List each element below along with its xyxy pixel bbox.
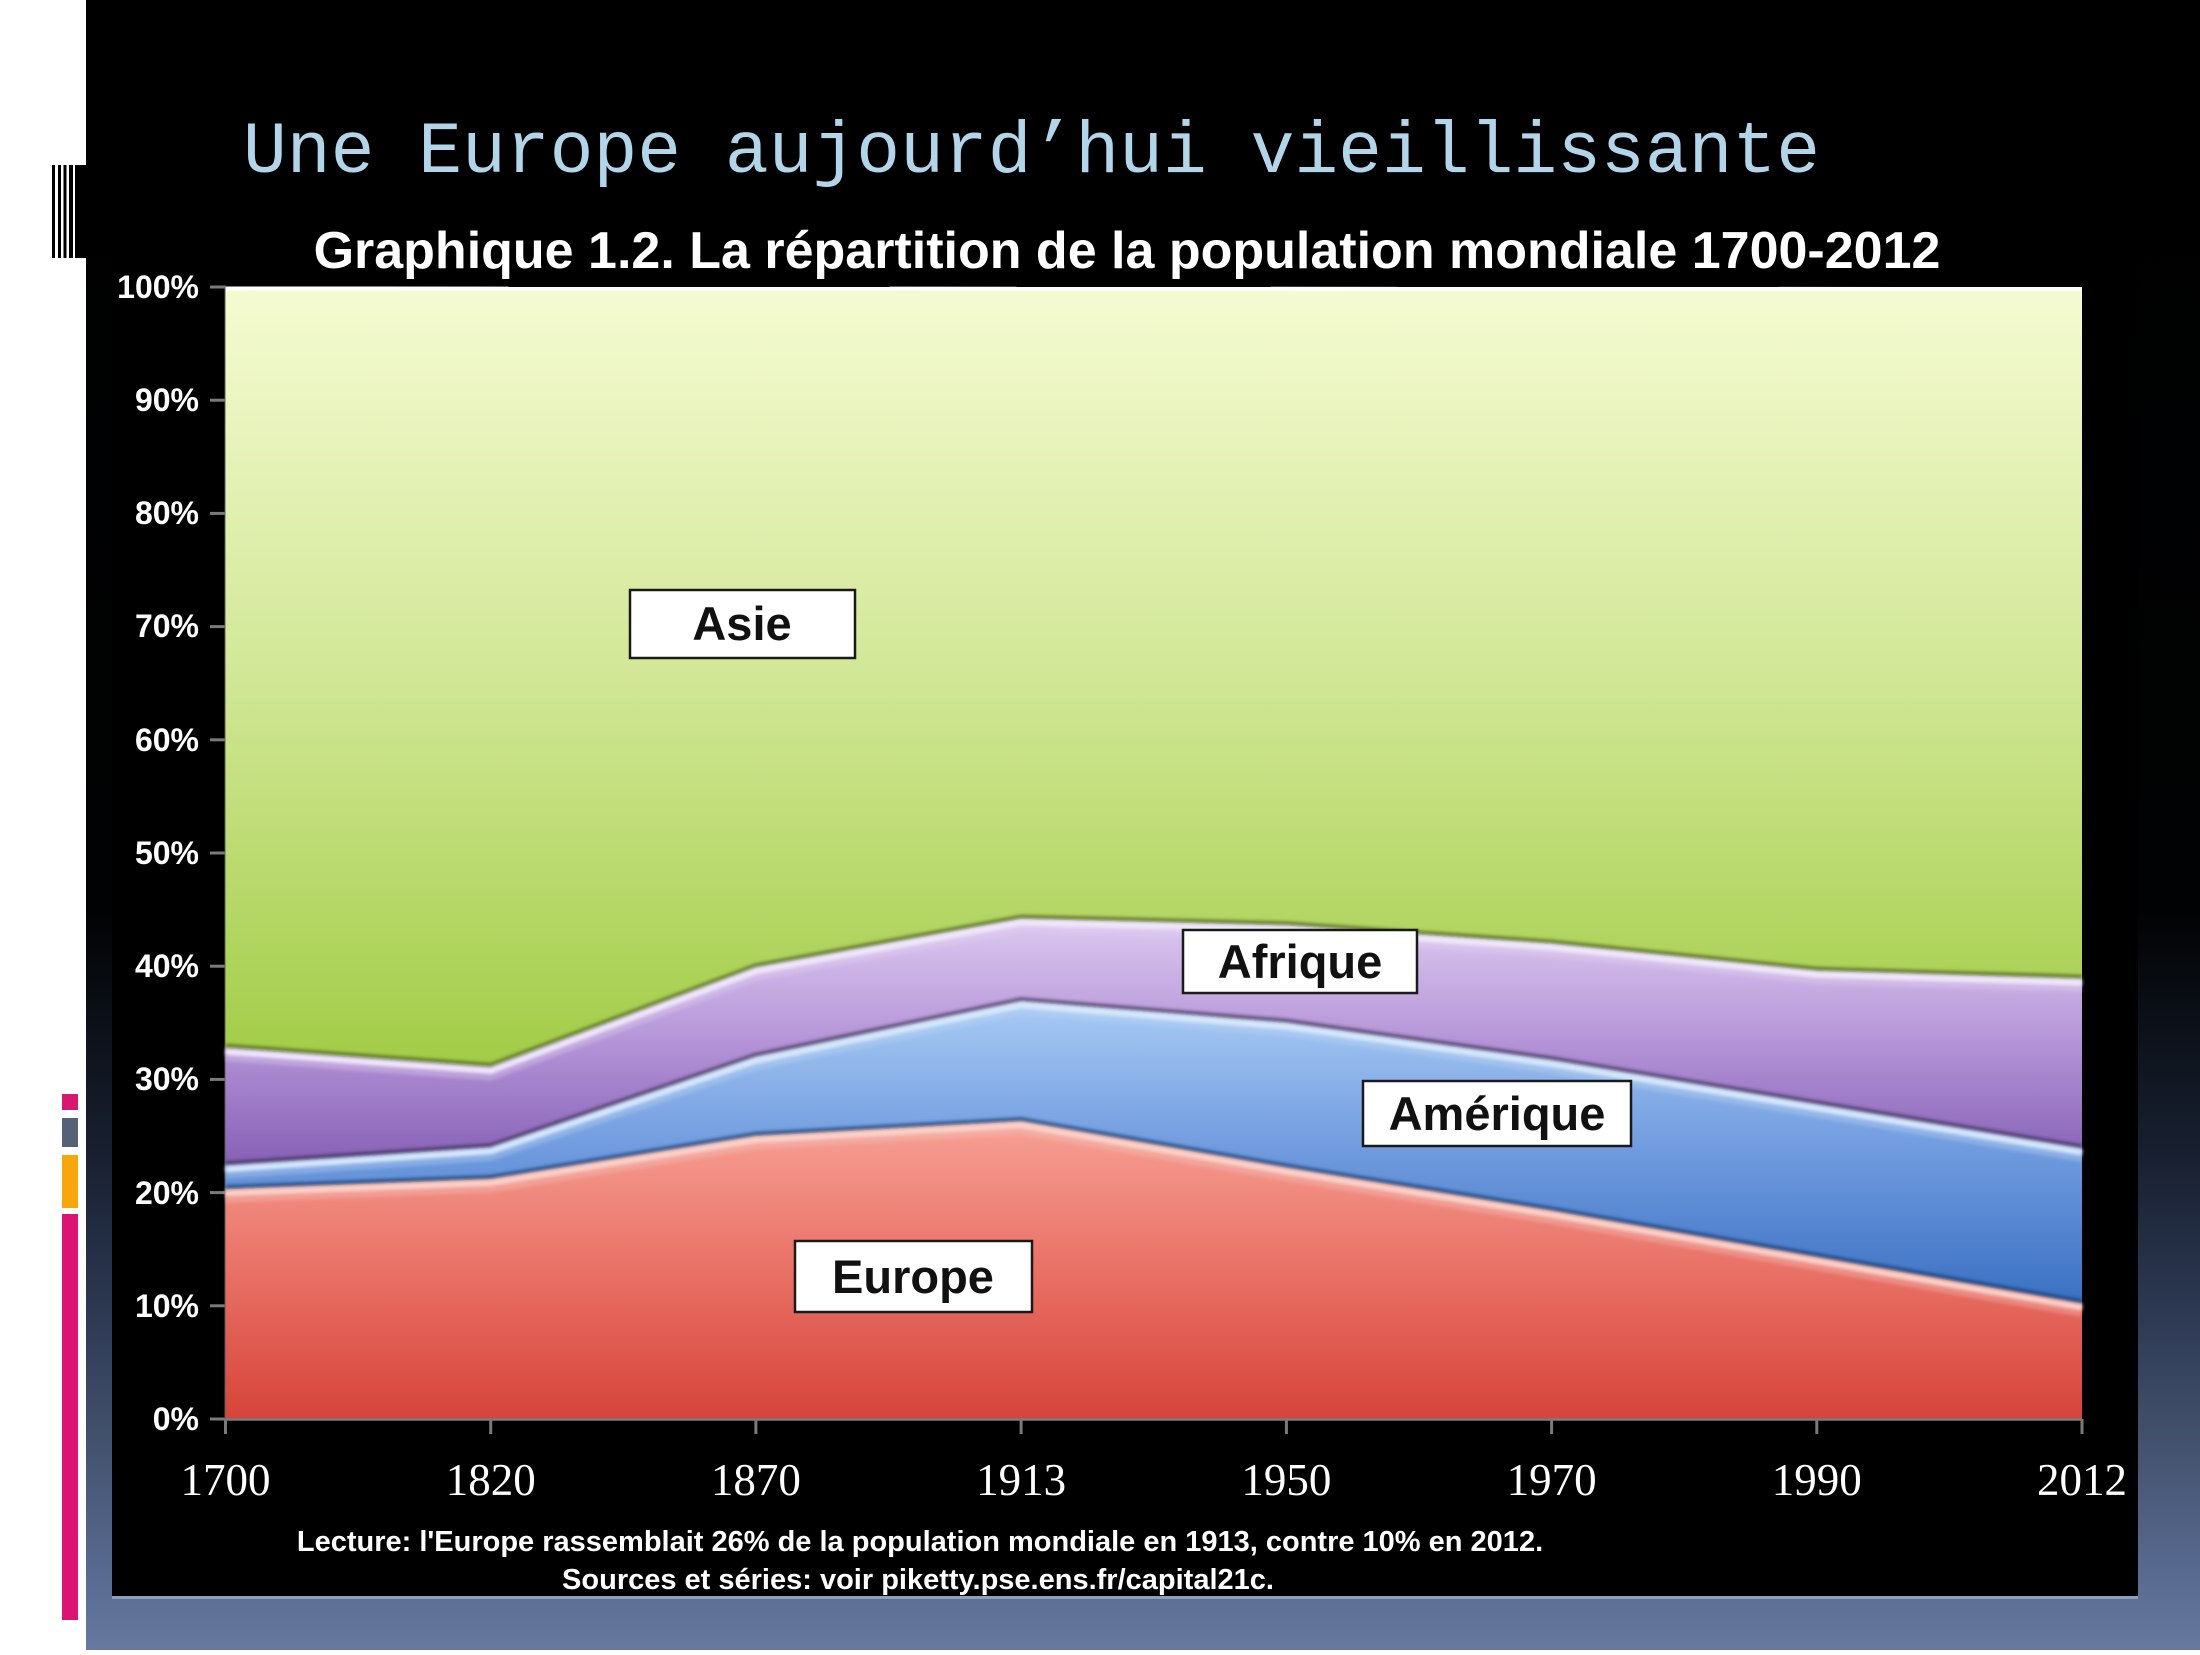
svg-text:Une Europe aujourd’hui vieilli: Une Europe aujourd’hui vieillissante: [243, 111, 1820, 194]
svg-text:1700: 1700: [181, 1455, 271, 1505]
svg-text:Graphique 1.2. La répartition: Graphique 1.2. La répartition de la popu…: [314, 222, 1941, 280]
svg-text:70%: 70%: [135, 608, 199, 644]
svg-text:1913: 1913: [976, 1455, 1066, 1505]
svg-text:1870: 1870: [711, 1455, 801, 1505]
svg-text:Afrique: Afrique: [1218, 935, 1383, 988]
svg-text:1970: 1970: [1507, 1455, 1597, 1505]
svg-text:2012: 2012: [2037, 1455, 2127, 1505]
svg-text:90%: 90%: [135, 382, 199, 418]
svg-text:40%: 40%: [135, 948, 199, 984]
svg-text:1990: 1990: [1772, 1455, 1862, 1505]
svg-text:1950: 1950: [1241, 1455, 1331, 1505]
svg-text:100%: 100%: [117, 269, 199, 305]
svg-text:50%: 50%: [135, 835, 199, 871]
svg-text:20%: 20%: [135, 1175, 199, 1211]
svg-text:0%: 0%: [153, 1401, 199, 1437]
svg-text:Asie: Asie: [692, 597, 791, 650]
svg-text:Lecture: l'Europe rassemblait: Lecture: l'Europe rassemblait 26% de la …: [297, 1526, 1543, 1558]
svg-text:Europe: Europe: [832, 1250, 994, 1303]
svg-text:Amérique: Amérique: [1389, 1087, 1606, 1140]
svg-text:80%: 80%: [135, 495, 199, 531]
svg-text:10%: 10%: [135, 1288, 199, 1324]
svg-text:Sources et séries: voir pikett: Sources et séries: voir piketty.pse.ens.…: [562, 1564, 1274, 1596]
svg-text:30%: 30%: [135, 1061, 199, 1097]
svg-text:60%: 60%: [135, 722, 199, 758]
svg-text:1820: 1820: [446, 1455, 536, 1505]
